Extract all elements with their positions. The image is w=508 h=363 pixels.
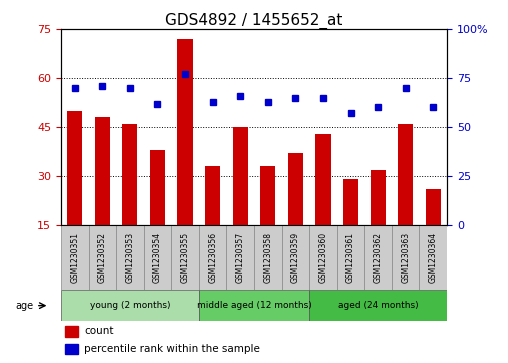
Bar xyxy=(233,127,248,225)
Bar xyxy=(65,343,78,354)
Text: age: age xyxy=(16,301,34,311)
Text: GSM1230358: GSM1230358 xyxy=(263,232,272,283)
Bar xyxy=(65,326,78,337)
Bar xyxy=(420,225,447,290)
Text: GSM1230357: GSM1230357 xyxy=(236,232,245,283)
Bar xyxy=(122,124,138,225)
Bar xyxy=(61,225,88,290)
Text: aged (24 months): aged (24 months) xyxy=(338,301,419,310)
Bar xyxy=(370,170,386,225)
Bar xyxy=(177,39,193,225)
Text: count: count xyxy=(84,326,114,337)
Bar xyxy=(426,189,441,225)
Bar xyxy=(95,117,110,225)
Bar xyxy=(199,290,309,321)
Text: GSM1230352: GSM1230352 xyxy=(98,232,107,283)
Bar xyxy=(392,225,420,290)
Text: GSM1230361: GSM1230361 xyxy=(346,232,355,283)
Bar xyxy=(227,225,254,290)
Text: middle aged (12 months): middle aged (12 months) xyxy=(197,301,311,310)
Text: GSM1230354: GSM1230354 xyxy=(153,232,162,283)
Text: GSM1230364: GSM1230364 xyxy=(429,232,438,283)
Text: GSM1230360: GSM1230360 xyxy=(319,232,328,283)
Bar xyxy=(61,290,199,321)
Bar xyxy=(337,225,364,290)
Bar xyxy=(144,225,171,290)
Bar xyxy=(315,134,331,225)
Bar xyxy=(171,225,199,290)
Bar xyxy=(199,225,227,290)
Bar xyxy=(281,225,309,290)
Text: GSM1230359: GSM1230359 xyxy=(291,232,300,283)
Bar xyxy=(288,153,303,225)
Bar xyxy=(116,225,144,290)
Bar xyxy=(88,225,116,290)
Text: percentile rank within the sample: percentile rank within the sample xyxy=(84,344,260,354)
Text: GSM1230353: GSM1230353 xyxy=(125,232,135,283)
Text: GSM1230355: GSM1230355 xyxy=(180,232,189,283)
Bar xyxy=(260,166,275,225)
Title: GDS4892 / 1455652_at: GDS4892 / 1455652_at xyxy=(165,13,343,29)
Bar xyxy=(150,150,165,225)
Text: GSM1230356: GSM1230356 xyxy=(208,232,217,283)
Bar xyxy=(309,290,447,321)
Text: GSM1230351: GSM1230351 xyxy=(70,232,79,283)
Bar xyxy=(309,225,337,290)
Bar xyxy=(205,166,220,225)
Text: young (2 months): young (2 months) xyxy=(89,301,170,310)
Text: GSM1230363: GSM1230363 xyxy=(401,232,410,283)
Bar xyxy=(343,179,358,225)
Bar xyxy=(364,225,392,290)
Bar xyxy=(398,124,414,225)
Text: GSM1230362: GSM1230362 xyxy=(373,232,383,283)
Bar xyxy=(67,111,82,225)
Bar xyxy=(254,225,281,290)
